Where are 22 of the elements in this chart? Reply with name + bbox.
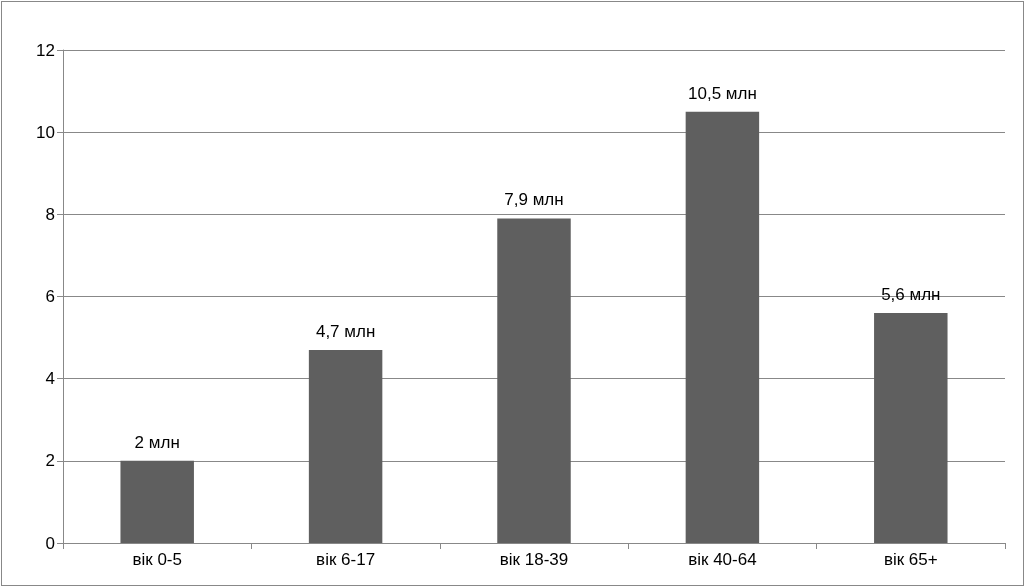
y-tick-label: 0 [45,533,55,553]
bar [308,349,383,543]
y-tick-label: 10 [36,122,55,142]
bar [120,460,194,543]
y-tick-label: 12 [36,40,55,60]
bar [685,111,760,543]
x-tick-label: вік 0-5 [132,550,182,569]
data-label: 7,9 млн [504,190,564,210]
x-tick-label: вік 65+ [883,550,938,569]
data-label: 10,5 млн [687,83,757,103]
bar [497,218,571,543]
y-tick-label: 8 [45,204,55,224]
y-tick-label: 6 [45,287,55,306]
y-tick-label: 2 [45,451,55,471]
data-label: 2 млн [134,432,180,452]
x-tick-label: вік 18-39 [499,550,569,569]
bar [874,312,948,543]
data-label: 4,7 млн [315,321,376,341]
y-tick-label: 4 [45,369,55,389]
x-tick-label: вік 40-64 [688,550,757,569]
x-tick-label: вік 6-17 [316,550,376,569]
data-label: 5,6 млн [881,284,941,304]
